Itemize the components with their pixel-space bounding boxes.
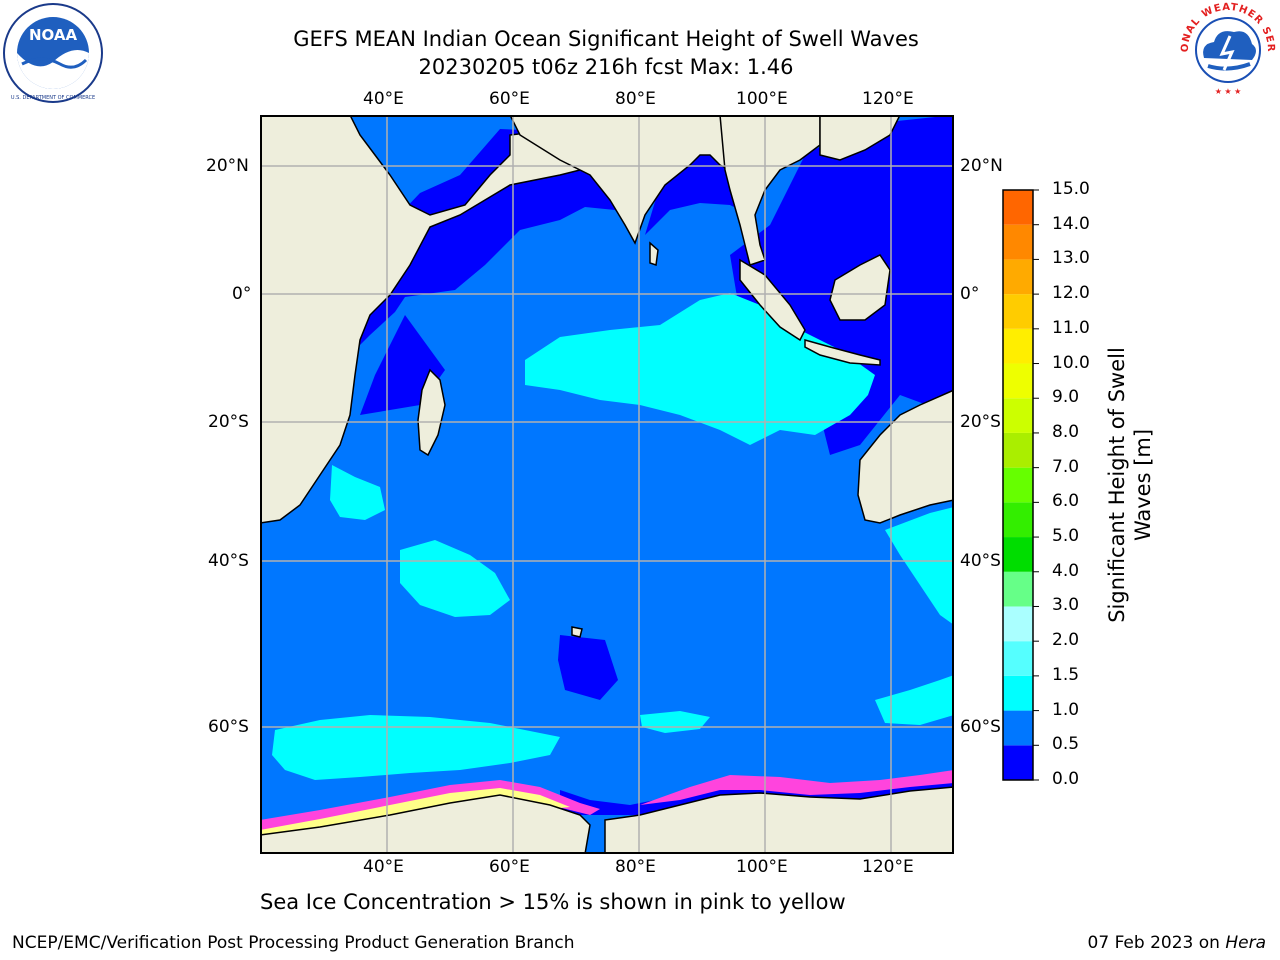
lat-label-right: 0° — [960, 284, 980, 304]
colorbar-tick-label: 3.0 — [1052, 595, 1080, 616]
colorbar-band — [1003, 571, 1033, 607]
sea-ice-fringe-east — [640, 770, 954, 805]
colorbar-tick-label: 2.0 — [1052, 630, 1080, 651]
lon-label-top: 40°E — [363, 89, 404, 109]
colorbar-tick-label: 12.0 — [1052, 283, 1090, 304]
chart-subtitle: 20230205 t06z 216h fcst Max: 1.46 — [418, 55, 794, 79]
land-kerguelen — [571, 626, 583, 638]
land-southeast-asia — [719, 115, 821, 266]
lat-label-left: 40°S — [208, 551, 249, 571]
footer-host: Hera — [1225, 933, 1266, 953]
colorbar — [1002, 189, 1039, 781]
colorbar-band — [1003, 363, 1033, 399]
colorbar-tick-label: 5.0 — [1052, 526, 1080, 547]
colorbar-tick-label: 10.0 — [1052, 352, 1090, 373]
footer-date-text: 07 Feb 2023 on — [1087, 933, 1226, 953]
lat-label-right: 60°S — [960, 717, 1001, 737]
colorbar-tick-label: 6.0 — [1052, 491, 1080, 512]
colorbar-tick-label: 14.0 — [1052, 213, 1090, 234]
colorbar-tick-label: 8.0 — [1052, 421, 1080, 442]
lon-label-bottom: 60°E — [489, 857, 530, 877]
nws-logo: NATIONAL WEATHER SERVICE ★ ★ ★ — [1173, 0, 1278, 100]
svg-text:★ ★ ★: ★ ★ ★ — [1215, 87, 1242, 96]
chart-title: GEFS MEAN Indian Ocean Significant Heigh… — [293, 27, 919, 51]
lat-label-right: 20°S — [960, 412, 1001, 432]
colorbar-tick-label: 4.0 — [1052, 560, 1080, 581]
lon-label-top: 60°E — [489, 89, 530, 109]
lon-label-top: 100°E — [736, 89, 788, 109]
colorbar-band — [1003, 710, 1033, 746]
colorbar-title-line2: Waves [m] — [1131, 428, 1155, 542]
low-swell-arabian-sea — [330, 129, 632, 415]
colorbar-tick-label: 7.0 — [1052, 456, 1080, 477]
colorbar-band — [1003, 328, 1033, 364]
swell-patch-madagascar-sw — [330, 465, 385, 520]
colorbar-tick-label: 0.0 — [1052, 769, 1080, 789]
colorbar-band — [1003, 745, 1033, 780]
lat-label-right: 20°N — [960, 156, 1003, 176]
land-antarctica — [260, 794, 591, 854]
sea-ice-note: Sea Ice Concentration > 15% is shown in … — [260, 890, 846, 914]
lat-label-left: 60°S — [208, 717, 249, 737]
footer-credit: NCEP/EMC/Verification Post Processing Pr… — [12, 933, 575, 953]
colorbar-band — [1003, 537, 1033, 572]
lon-label-top: 80°E — [615, 89, 656, 109]
svg-text:U.S. DEPARTMENT OF COMMERCE: U.S. DEPARTMENT OF COMMERCE — [11, 95, 95, 101]
lat-label-left: 20°S — [208, 412, 249, 432]
lon-label-bottom: 120°E — [862, 857, 914, 877]
colorbar-title-line1: Significant Height of Swell — [1105, 347, 1129, 623]
colorbar-tick-label: 0.5 — [1052, 734, 1080, 755]
colorbar-band — [1003, 398, 1033, 433]
swell-patch-australia-west — [885, 507, 954, 625]
lat-label-right: 40°S — [960, 551, 1001, 571]
lon-label-bottom: 80°E — [615, 857, 656, 877]
colorbar-band — [1003, 294, 1033, 329]
land-australia — [857, 389, 954, 524]
colorbar-band — [1003, 259, 1033, 295]
svg-text:NOAA: NOAA — [29, 26, 78, 44]
lat-label-left: 0° — [232, 284, 252, 304]
land-madagascar — [417, 368, 446, 457]
colorbar-band — [1003, 432, 1033, 468]
land-sri-lanka — [649, 241, 659, 266]
colorbar-tick-label: 1.0 — [1052, 699, 1080, 720]
colorbar-tick-label: 15.0 — [1052, 179, 1090, 199]
colorbar-tick-label: 13.0 — [1052, 248, 1090, 269]
land-africa-arabia — [260, 115, 602, 524]
land-sumatra — [739, 258, 806, 342]
colorbar-band — [1003, 190, 1033, 225]
lat-label-left: 20°N — [206, 156, 249, 176]
swell-patch-southwest — [400, 540, 510, 617]
lon-label-top: 120°E — [862, 89, 914, 109]
swell-patch-southern-west — [272, 715, 560, 780]
footer-date: 07 Feb 2023 on Hera — [1088, 933, 1266, 953]
colorbar-band — [1003, 675, 1033, 711]
swell-patch-southern-east — [875, 675, 954, 725]
colorbar-tick-label: 9.0 — [1052, 387, 1080, 408]
colorbar-tick-label: 11.0 — [1052, 317, 1090, 338]
colorbar-tick-label: 1.5 — [1052, 664, 1080, 685]
colorbar-band — [1003, 224, 1033, 260]
land-borneo — [829, 254, 891, 321]
colorbar-band — [1003, 606, 1033, 642]
lon-label-bottom: 100°E — [736, 857, 788, 877]
colorbar-band — [1003, 467, 1033, 503]
colorbar-frame — [1002, 189, 1034, 781]
lon-label-bottom: 40°E — [363, 857, 404, 877]
map-panel — [260, 115, 954, 854]
colorbar-band — [1003, 641, 1033, 676]
low-swell-kerguelen — [558, 635, 618, 700]
noaa-logo: NOAA U.S. DEPARTMENT OF COMMERCE — [2, 2, 104, 104]
colorbar-band — [1003, 502, 1033, 538]
